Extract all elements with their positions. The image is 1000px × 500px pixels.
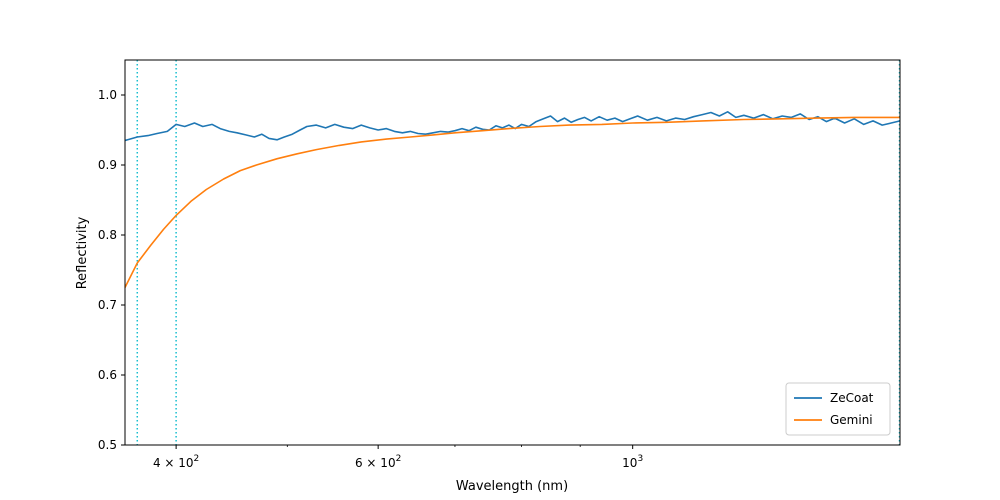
plot-background — [125, 60, 900, 445]
plot-frame — [124, 59, 901, 446]
legend-label-zecoat: ZeCoat — [830, 391, 874, 405]
y-tick-label: 0.8 — [98, 228, 117, 242]
y-axis-ticks: 0.5 0.6 0.7 0.8 0.9 1.0 — [98, 88, 125, 452]
y-tick-label: 0.6 — [98, 368, 117, 382]
series-line-zecoat — [124, 111, 901, 142]
x-tick-label: 103 — [622, 454, 643, 470]
x-axis-label: Wavelength (nm) — [456, 479, 568, 494]
legend-label-gemini: Gemini — [830, 413, 873, 427]
y-tick-label: 0.9 — [98, 158, 117, 172]
x-axis-ticks: 4 × 102 6 × 102 103 — [153, 445, 643, 470]
y-tick-label: 0.5 — [98, 438, 117, 452]
legend-box — [785, 382, 891, 436]
y-tick-label: 1.0 — [98, 88, 117, 102]
y-axis-label: Reflectivity — [75, 216, 90, 289]
y-tick-label: 0.7 — [98, 298, 117, 312]
plot-area — [125, 60, 900, 445]
x-tick-label: 6 × 102 — [355, 454, 401, 470]
legend: ZeCoat Gemini — [785, 382, 891, 436]
series-layer — [124, 111, 901, 288]
series-line-gemini — [124, 116, 900, 288]
x-tick-label: 4 × 102 — [153, 454, 199, 470]
